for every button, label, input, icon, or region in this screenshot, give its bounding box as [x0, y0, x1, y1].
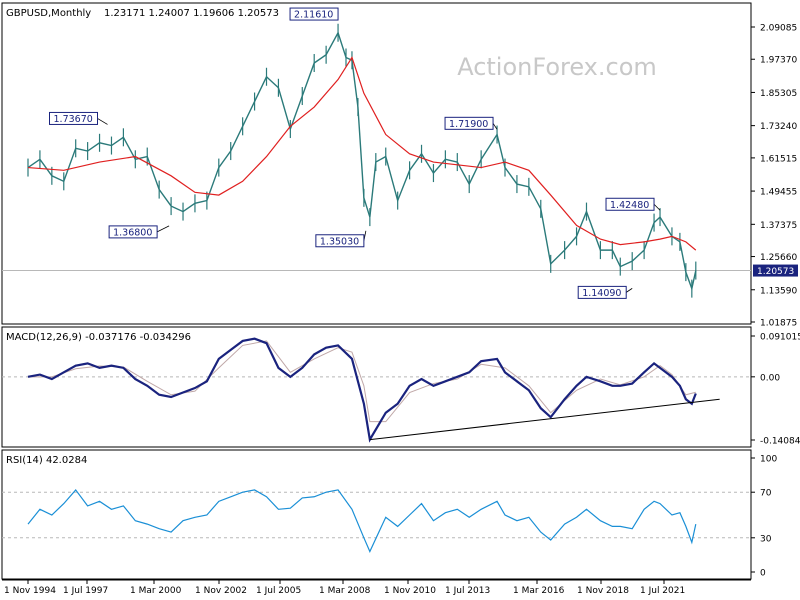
time-tick-label: 1 Jul 2005 — [256, 586, 301, 596]
rsi-series — [27, 488, 697, 553]
price-panel: GBPUSD,Monthly 1.23171 1.24007 1.19606 1… — [1, 2, 798, 329]
callout-box — [49, 111, 98, 125]
time-tick-label: 1 Jul 2013 — [445, 586, 490, 596]
price-tick-label: 1.25660 — [760, 253, 797, 263]
price-tick-label: 1.49455 — [760, 188, 797, 198]
callout-label: 2.11610 — [294, 10, 333, 21]
macd-tick-label: 0.091015 — [760, 333, 800, 343]
price-tick-label: 1.01875 — [760, 319, 797, 329]
macd-line — [27, 337, 697, 443]
rsi-panel: RSI(14) 42.0284 100 70 30 0 — [1, 449, 777, 580]
time-axis: 1 Nov 1994 1 Jul 1997 1 Mar 2000 1 Nov 2002… — [2, 579, 751, 596]
moving-average-line — [27, 56, 697, 251]
callout-label: 1.36800 — [113, 227, 152, 238]
macd-panel: MACD(12,26,9) -0.037176 -0.034296 0.0910… — [1, 326, 800, 448]
macd-tick-label: -0.140843 — [760, 437, 800, 447]
watermark: ActionForex.com — [457, 53, 657, 81]
price-tick-label: 1.37375 — [760, 221, 797, 231]
time-tick-label: 1 Jul 1997 — [63, 586, 108, 596]
price-series — [27, 23, 697, 298]
current-price-label: 1.20573 — [757, 267, 794, 277]
time-tick-label: 1 Nov 2018 — [577, 586, 629, 596]
time-tick-label: 1 Nov 2010 — [384, 586, 436, 596]
price-tick-label: 2.09085 — [760, 24, 797, 34]
macd-title: MACD(12,26,9) -0.037176 -0.034296 — [6, 332, 191, 343]
callout-leader — [625, 288, 633, 293]
callout-leader — [492, 123, 498, 130]
callout-leader — [653, 203, 661, 211]
price-panel-border — [1, 2, 752, 325]
callout-box — [605, 197, 655, 211]
macd-tick-label: 0.00 — [760, 373, 780, 383]
callout-label: 1.42480 — [610, 200, 649, 211]
rsi-tick-label: 100 — [760, 455, 777, 465]
callout-box — [444, 116, 494, 130]
time-tick-label: 1 Mar 2016 — [513, 586, 565, 596]
callout-box — [315, 234, 365, 248]
time-tick-label: 1 Jul 2021 — [640, 586, 685, 596]
callout-box — [108, 225, 158, 239]
price-tick-label: 1.85305 — [760, 89, 797, 99]
callout-label: 1.71900 — [449, 119, 488, 130]
callout-label: 1.14090 — [582, 288, 621, 299]
rsi-title: RSI(14) 42.0284 — [6, 455, 87, 466]
time-tick-label: 1 Nov 1994 — [4, 586, 56, 596]
callout-box — [289, 7, 339, 21]
callout-leader — [97, 118, 108, 125]
rsi-tick-label: 30 — [760, 534, 772, 544]
ohlc-label: 1.23171 1.24007 1.19606 1.20573 — [104, 8, 279, 19]
rsi-tick-label: 0 — [760, 569, 766, 579]
price-axis: 2.09085 1.97370 1.85305 1.73240 1.61515 1.494… — [2, 24, 798, 329]
rsi-line — [27, 488, 697, 553]
macd-series — [27, 337, 720, 443]
time-tick-label: 1 Mar 2008 — [319, 586, 371, 596]
macd-trendline — [369, 398, 720, 441]
symbol-label: GBPUSD,Monthly — [6, 8, 91, 19]
time-tick-label: 1 Mar 2000 — [130, 586, 182, 596]
time-tick-label: 1 Nov 2002 — [195, 586, 247, 596]
current-price-box — [753, 264, 798, 277]
callout-label: 1.73670 — [54, 114, 93, 125]
price-callouts: 1.73670 1.36800 2.11610 1.35030 1.71900 1.140… — [49, 7, 661, 299]
price-tick-label: 1.61515 — [760, 154, 797, 164]
callout-leader — [156, 225, 170, 233]
price-tick-label: 1.97370 — [760, 56, 797, 66]
macd-signal-line — [28, 340, 696, 423]
callout-box — [577, 285, 627, 299]
macd-panel-border — [1, 326, 752, 448]
callout-label: 1.35030 — [320, 236, 359, 247]
rsi-tick-label: 70 — [760, 489, 772, 499]
price-tick-label: 1.13590 — [760, 286, 797, 296]
macd-axis: 0.091015 0.00 -0.140843 — [2, 333, 800, 447]
price-tick-label: 1.73240 — [760, 122, 797, 132]
rsi-panel-border — [1, 449, 752, 580]
